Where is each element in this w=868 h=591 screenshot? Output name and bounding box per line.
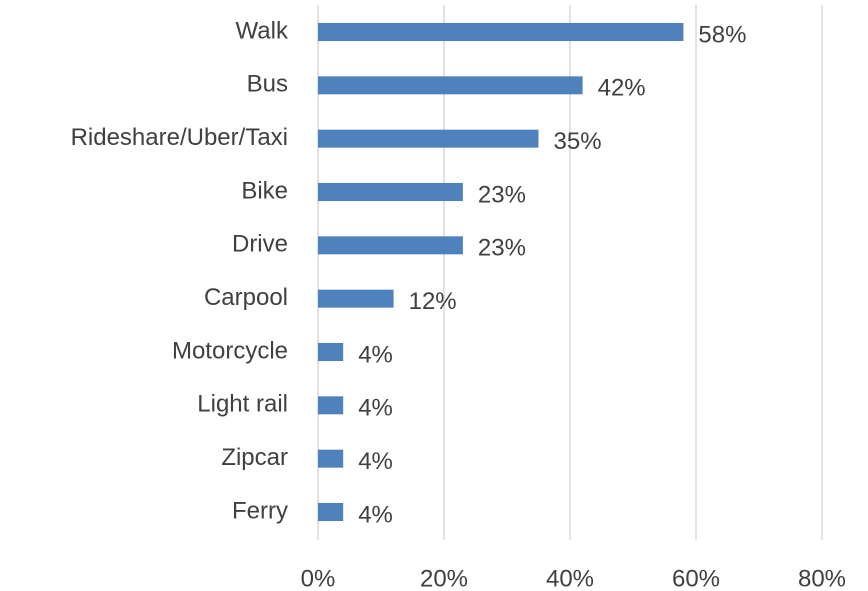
y-tick-label: Bus bbox=[247, 71, 288, 98]
y-tick-label: Walk bbox=[236, 17, 289, 44]
data-label: 42% bbox=[598, 75, 646, 102]
data-label: 35% bbox=[554, 128, 602, 155]
x-tick-label: 80% bbox=[798, 565, 846, 591]
y-tick-label: Light rail bbox=[197, 391, 288, 418]
bar bbox=[318, 23, 684, 41]
data-label: 58% bbox=[698, 21, 746, 48]
y-tick-label: Zipcar bbox=[221, 444, 288, 471]
bar bbox=[318, 236, 463, 255]
y-tick-label: Drive bbox=[232, 231, 288, 258]
data-label: 4% bbox=[358, 395, 393, 422]
y-tick-label: Carpool bbox=[204, 284, 288, 311]
data-label: 12% bbox=[409, 288, 457, 315]
x-tick-label: 20% bbox=[420, 565, 468, 591]
bar bbox=[318, 129, 539, 148]
bar bbox=[318, 289, 394, 308]
y-tick-label: Ferry bbox=[232, 497, 288, 524]
bar bbox=[318, 76, 583, 95]
y-tick-label: Rideshare/Uber/Taxi bbox=[71, 124, 288, 151]
bar bbox=[318, 343, 344, 361]
data-label: 23% bbox=[478, 181, 526, 208]
y-tick-label: Motorcycle bbox=[172, 337, 288, 364]
data-label: 4% bbox=[358, 341, 393, 368]
data-label: 23% bbox=[478, 235, 526, 262]
y-tick-label: Bike bbox=[241, 177, 288, 204]
bar bbox=[318, 449, 344, 468]
bar bbox=[318, 396, 344, 415]
data-label: 4% bbox=[358, 448, 393, 475]
bar bbox=[318, 183, 463, 201]
x-tick-label: 0% bbox=[301, 565, 336, 591]
bar bbox=[318, 503, 344, 521]
data-label: 4% bbox=[358, 501, 393, 528]
x-tick-label: 40% bbox=[546, 565, 594, 591]
x-tick-label: 60% bbox=[672, 565, 720, 591]
